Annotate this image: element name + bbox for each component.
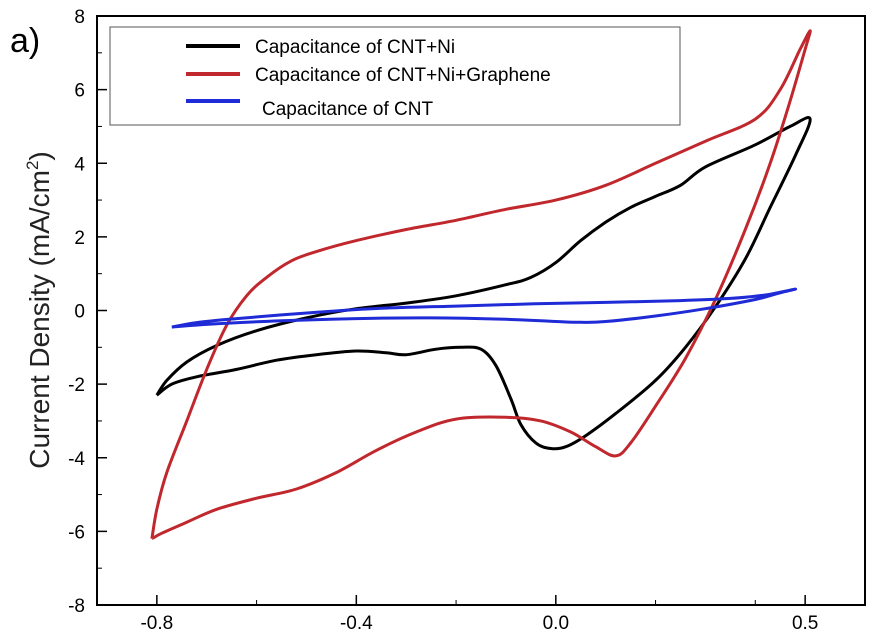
legend-label-cnt-ni-graphene: Capacitance of CNT+Ni+Graphene [255, 65, 551, 86]
x-tick-label: 0.5 [792, 613, 818, 633]
x-tick-label: -0.8 [140, 613, 173, 633]
y-tick-label: 6 [74, 81, 85, 102]
x-tick-label: 0.0 [543, 613, 569, 633]
y-tick-label: -6 [68, 522, 85, 543]
y-tick-label: -2 [68, 375, 85, 396]
legend: Capacitance of CNT+Ni Capacitance of CNT… [109, 26, 681, 126]
y-tick-label: 2 [74, 228, 85, 249]
series-line-1 [150, 29, 812, 541]
y-axis-label: Current Density (mA/cm2) [23, 151, 55, 469]
panel-label: a) [10, 22, 40, 60]
axis-ticks: -8 -6 -4 -2 0 2 4 6 8 -0.8 -0.4 0.0 0.5 [68, 7, 818, 633]
series-line-0 [155, 116, 812, 451]
y-tick-label: -4 [68, 449, 85, 470]
y-tick-label: -8 [68, 596, 85, 617]
legend-label-cnt: Capacitance of CNT [262, 99, 433, 120]
y-tick-label: 0 [74, 302, 85, 323]
y-tick-label: 8 [74, 7, 85, 28]
legend-label-cnt-ni: Capacitance of CNT+Ni [255, 37, 455, 58]
series-layer [150, 29, 812, 541]
x-tick-label: -0.4 [340, 613, 373, 633]
series-line-2 [171, 287, 798, 329]
y-tick-label: 4 [74, 154, 85, 175]
